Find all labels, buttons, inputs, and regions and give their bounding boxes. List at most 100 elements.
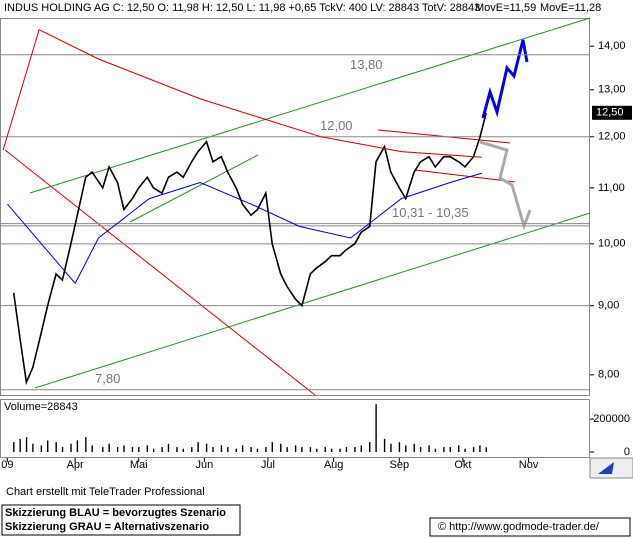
footer-text: Skizzierung GRAU = Alternativszenario	[5, 521, 209, 533]
volume-bar	[40, 445, 43, 452]
legend-entry: MovE=11,59	[475, 2, 536, 14]
legend-entry: MovE=11,28	[540, 2, 601, 14]
y-tick-label: 13,00	[598, 84, 626, 96]
price-line	[12, 112, 487, 386]
volume-bar	[116, 447, 119, 452]
volume-bar	[205, 443, 208, 452]
volume-bar	[309, 447, 312, 452]
url-box	[429, 517, 631, 537]
volume-bar	[250, 447, 252, 452]
volume-bar	[458, 445, 460, 452]
y-tick-label: 12,00	[598, 131, 626, 143]
volume-bar	[271, 442, 273, 452]
volume-bar	[345, 447, 348, 452]
volume-bar	[70, 443, 72, 452]
volume-bar	[428, 445, 430, 452]
volume-bar	[330, 448, 333, 452]
scenario-blue	[481, 39, 529, 119]
trend-line	[29, 17, 591, 194]
price-panel	[0, 18, 590, 396]
volume-bar	[212, 447, 214, 452]
volume-bar	[434, 448, 437, 452]
y-tick-label: 11,00	[598, 182, 625, 194]
volume-bar	[108, 443, 110, 452]
volume-bar	[146, 445, 148, 452]
price-tag-box	[592, 105, 632, 120]
volume-bar	[241, 445, 244, 452]
volume-bar	[375, 404, 377, 452]
volume-bar	[138, 447, 140, 452]
trend-line	[34, 212, 591, 389]
volume-bar	[131, 447, 134, 452]
volume-bar	[294, 445, 297, 452]
level-label: 13,80	[350, 57, 383, 72]
moving-average	[7, 172, 483, 285]
volume-bar	[123, 445, 125, 452]
volume-bar	[19, 438, 21, 452]
trend-line	[4, 149, 316, 396]
x-tick-label: Jul	[261, 459, 275, 471]
volume-bar	[472, 447, 475, 452]
volume-bar	[360, 445, 362, 452]
y-tick-label: 200000	[593, 413, 630, 425]
volume-bar	[390, 443, 392, 452]
volume-bar	[167, 443, 170, 452]
y-tick-label: 8,00	[598, 369, 619, 381]
volume-bar	[102, 447, 104, 452]
volume-bar	[286, 447, 288, 452]
volume-title: Volume=28843	[4, 401, 78, 413]
price-tag: 12,50	[596, 107, 624, 119]
volume-bar	[383, 438, 386, 452]
volume-bar	[479, 445, 481, 452]
x-tick-label: Sep	[390, 459, 410, 471]
volume-bar	[91, 445, 93, 452]
volume-bar	[182, 448, 185, 452]
volume-bar	[419, 447, 422, 452]
volume-bar	[85, 437, 87, 452]
volume-bar	[13, 442, 15, 452]
volume-bar	[220, 445, 223, 452]
volume-bar	[398, 442, 401, 452]
volume-bar	[443, 447, 445, 452]
y-tick-label: 14,00	[598, 40, 626, 52]
footer-text: Chart erstellt mit TeleTrader Profession…	[6, 486, 205, 498]
volume-bar	[369, 442, 371, 452]
volume-bar	[324, 447, 326, 452]
footer-text: Skizzierung BLAU = bevorzugtes Szenario	[5, 507, 226, 519]
volume-bar	[197, 442, 199, 452]
volume-bar	[413, 443, 415, 452]
x-tick-label: Aug	[324, 459, 344, 471]
volume-bar	[485, 447, 487, 452]
volume-bar	[227, 447, 229, 452]
trend-line	[129, 154, 259, 223]
x-tick-label: Okt	[454, 459, 471, 471]
footer-box	[1, 504, 241, 536]
volume-bar	[301, 447, 303, 452]
url[interactable]: © http://www.godmode-trader.de/	[438, 521, 600, 533]
volume-bar	[55, 442, 57, 452]
volume-bar	[256, 448, 259, 452]
volume-bar	[235, 448, 237, 452]
x-tick-label: 09	[1, 459, 13, 471]
volume-bar	[354, 447, 356, 452]
y-tick-label: 0	[624, 446, 630, 458]
volume-bar	[339, 448, 341, 452]
volume-bar	[76, 440, 79, 452]
volume-bar	[25, 437, 28, 452]
x-tick-label: Mai	[130, 459, 148, 471]
volume-bar	[280, 443, 282, 452]
x-tick-label: Apr	[67, 459, 84, 471]
volume-bar	[464, 448, 466, 452]
volume-bar	[265, 447, 267, 452]
level-label: 7,80	[95, 371, 120, 386]
volume-bar	[405, 445, 407, 452]
x-tick-label: Jun	[196, 459, 214, 471]
volume-bar	[161, 447, 163, 452]
volume-bar	[176, 447, 178, 452]
level-label: 10,31 - 10,35	[392, 205, 469, 220]
volume-bar	[47, 440, 49, 452]
volume-bar	[316, 448, 318, 452]
trend-line	[414, 169, 516, 183]
y-tick-label: 9,00	[598, 300, 619, 312]
